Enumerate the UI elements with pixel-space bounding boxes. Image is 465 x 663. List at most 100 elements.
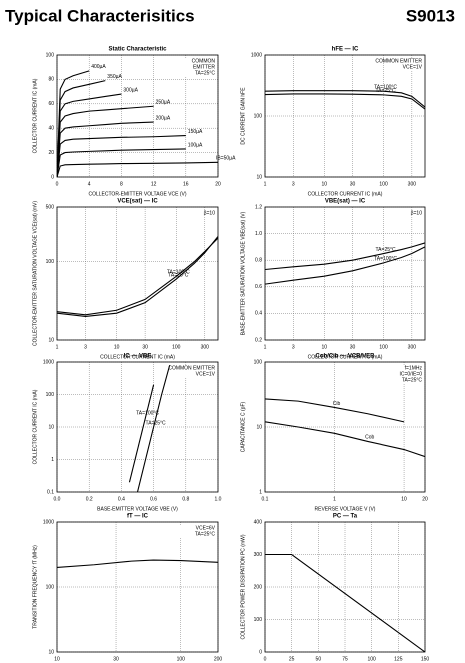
curve	[57, 237, 218, 316]
y-tick-label: 1000	[43, 519, 54, 525]
curve	[57, 70, 90, 177]
y-tick-label: 0.2	[255, 337, 262, 343]
annotation-bg	[385, 377, 423, 383]
y-tick-label: 100	[46, 584, 55, 590]
curve-label: 350µA	[107, 74, 122, 80]
y-tick-label: 100	[46, 52, 55, 58]
y-tick-label: 500	[46, 204, 55, 210]
annotation-bg	[385, 371, 423, 377]
x-tick-label: 300	[201, 344, 210, 350]
chart-title: PC — Ta	[333, 514, 358, 520]
chart-title: fT — IC	[127, 514, 149, 520]
y-tick-label: 10	[48, 337, 54, 343]
curve-label: TA=100°C	[374, 85, 397, 91]
x-axis-label: COLLECTOR CURRENT IC (mA)	[308, 191, 383, 197]
annotation: VCE=1V	[196, 371, 216, 377]
x-tick-label: 10	[322, 344, 328, 350]
x-axis-label: REVERSE VOLTAGE V (V)	[315, 506, 376, 512]
annotation-bg	[178, 525, 216, 531]
annotation: COMMON EMITTER	[375, 58, 422, 64]
chart-title: hFE — IC	[332, 47, 359, 53]
annotation: VCE=1V	[403, 64, 423, 70]
curve-label: TA=100°C	[374, 256, 397, 262]
x-tick-label: 1	[264, 344, 267, 350]
y-axis-label: COLLECTOR CURRENT IC (mA)	[32, 78, 38, 153]
x-tick-label: 1	[56, 344, 59, 350]
x-tick-label: 0.0	[54, 496, 61, 502]
x-tick-label: 1	[264, 181, 267, 187]
x-tick-label: 10	[322, 181, 328, 187]
y-tick-label: 1000	[251, 52, 262, 58]
annotation: TA=25°C	[195, 531, 215, 537]
curve-label: 100µA	[188, 142, 203, 148]
y-axis-label: CAPACITANCE C (pF)	[240, 401, 246, 452]
curve-label: TA=100°C	[167, 270, 190, 276]
plot-frame	[264, 361, 426, 493]
y-tick-label: 10	[48, 649, 54, 655]
chart: Cob/Cib — VCB/VEB REVERSE VOLTAGE V (V) CA…	[240, 354, 428, 513]
x-tick-label: 4	[88, 181, 91, 187]
chart-title: Static Characteristic	[108, 47, 167, 53]
annotation: VCE=6V	[196, 525, 216, 531]
x-tick-label: 10	[401, 496, 407, 502]
chart: hFE — IC COLLECTOR CURRENT IC (mA) DC CURR…	[240, 47, 426, 197]
y-tick-label: 100	[46, 259, 55, 265]
y-tick-label: 0.6	[255, 284, 262, 290]
x-tick-label: 100	[379, 181, 388, 187]
curve-label: Cib	[333, 401, 341, 407]
curve	[57, 134, 186, 177]
plot-frame	[264, 521, 426, 653]
x-tick-label: 0.6	[150, 496, 157, 502]
y-tick-label: 0.1	[47, 489, 54, 495]
part-number: S9013	[406, 6, 455, 25]
y-tick-label: 400	[254, 519, 263, 525]
curve	[57, 148, 186, 177]
annotation: β=10	[204, 210, 216, 216]
chart: PC — TaAMBIENT TEMPERATURE TA (°C)COLLEC…	[240, 514, 429, 663]
y-tick-label: 100	[254, 359, 263, 365]
x-tick-label: 0.8	[182, 496, 189, 502]
annotation-bg	[385, 365, 423, 371]
y-tick-label: 100	[254, 113, 263, 119]
annotation-bg	[178, 365, 216, 371]
y-axis-label: BASE-EMITTER SATURATION VOLTAGE VBE(sat)…	[240, 211, 246, 335]
annotation-bg	[178, 371, 216, 377]
y-tick-label: 1.2	[255, 204, 262, 210]
y-tick-label: 100	[254, 617, 263, 623]
x-tick-label: 50	[316, 656, 322, 662]
x-tick-label: 0	[264, 656, 267, 662]
annotation-bg	[178, 70, 216, 76]
y-tick-label: 1	[259, 489, 262, 495]
x-tick-label: 10	[54, 656, 60, 662]
y-tick-label: 1000	[43, 359, 54, 365]
curve-label: 200µA	[156, 115, 171, 121]
y-axis-label: COLLECTOR-EMITTER SATURATION VOLTAGE VCE…	[32, 201, 38, 346]
plot-frame	[56, 521, 219, 653]
y-tick-label: 60	[48, 101, 54, 107]
curve	[57, 93, 122, 177]
curve	[57, 559, 218, 568]
x-tick-label: 3	[292, 344, 295, 350]
x-tick-label: 30	[113, 656, 119, 662]
annotation-bg	[178, 531, 216, 537]
curve-label: TA=25°C	[146, 420, 166, 426]
annotation: EMITTER	[193, 64, 215, 70]
x-axis-label: COLLECTOR CURRENT IC (mA)	[308, 354, 383, 360]
x-tick-label: 20	[422, 496, 428, 502]
y-tick-label: 10	[256, 424, 262, 430]
chart-title: VBE(sat) — IC	[325, 199, 366, 205]
curve	[57, 121, 154, 177]
curve-label: TA=25°C	[376, 88, 396, 94]
x-tick-label: 1	[333, 496, 336, 502]
curve	[57, 105, 154, 177]
x-axis-label: COLLECTOR-EMITTER VOLTAGE VCE (V)	[88, 191, 186, 197]
x-tick-label: 3	[292, 181, 295, 187]
curve-label: Cob	[365, 435, 374, 441]
annotation: IC=0/IE=0	[399, 371, 422, 377]
annotation-bg	[385, 64, 423, 70]
x-tick-label: 125	[394, 656, 403, 662]
chart: Static Characteristic COLLECTOR-EMITTER V…	[32, 47, 236, 198]
x-tick-label: 75	[342, 656, 348, 662]
x-tick-label: 100	[177, 656, 186, 662]
annotation-bg	[178, 58, 216, 64]
